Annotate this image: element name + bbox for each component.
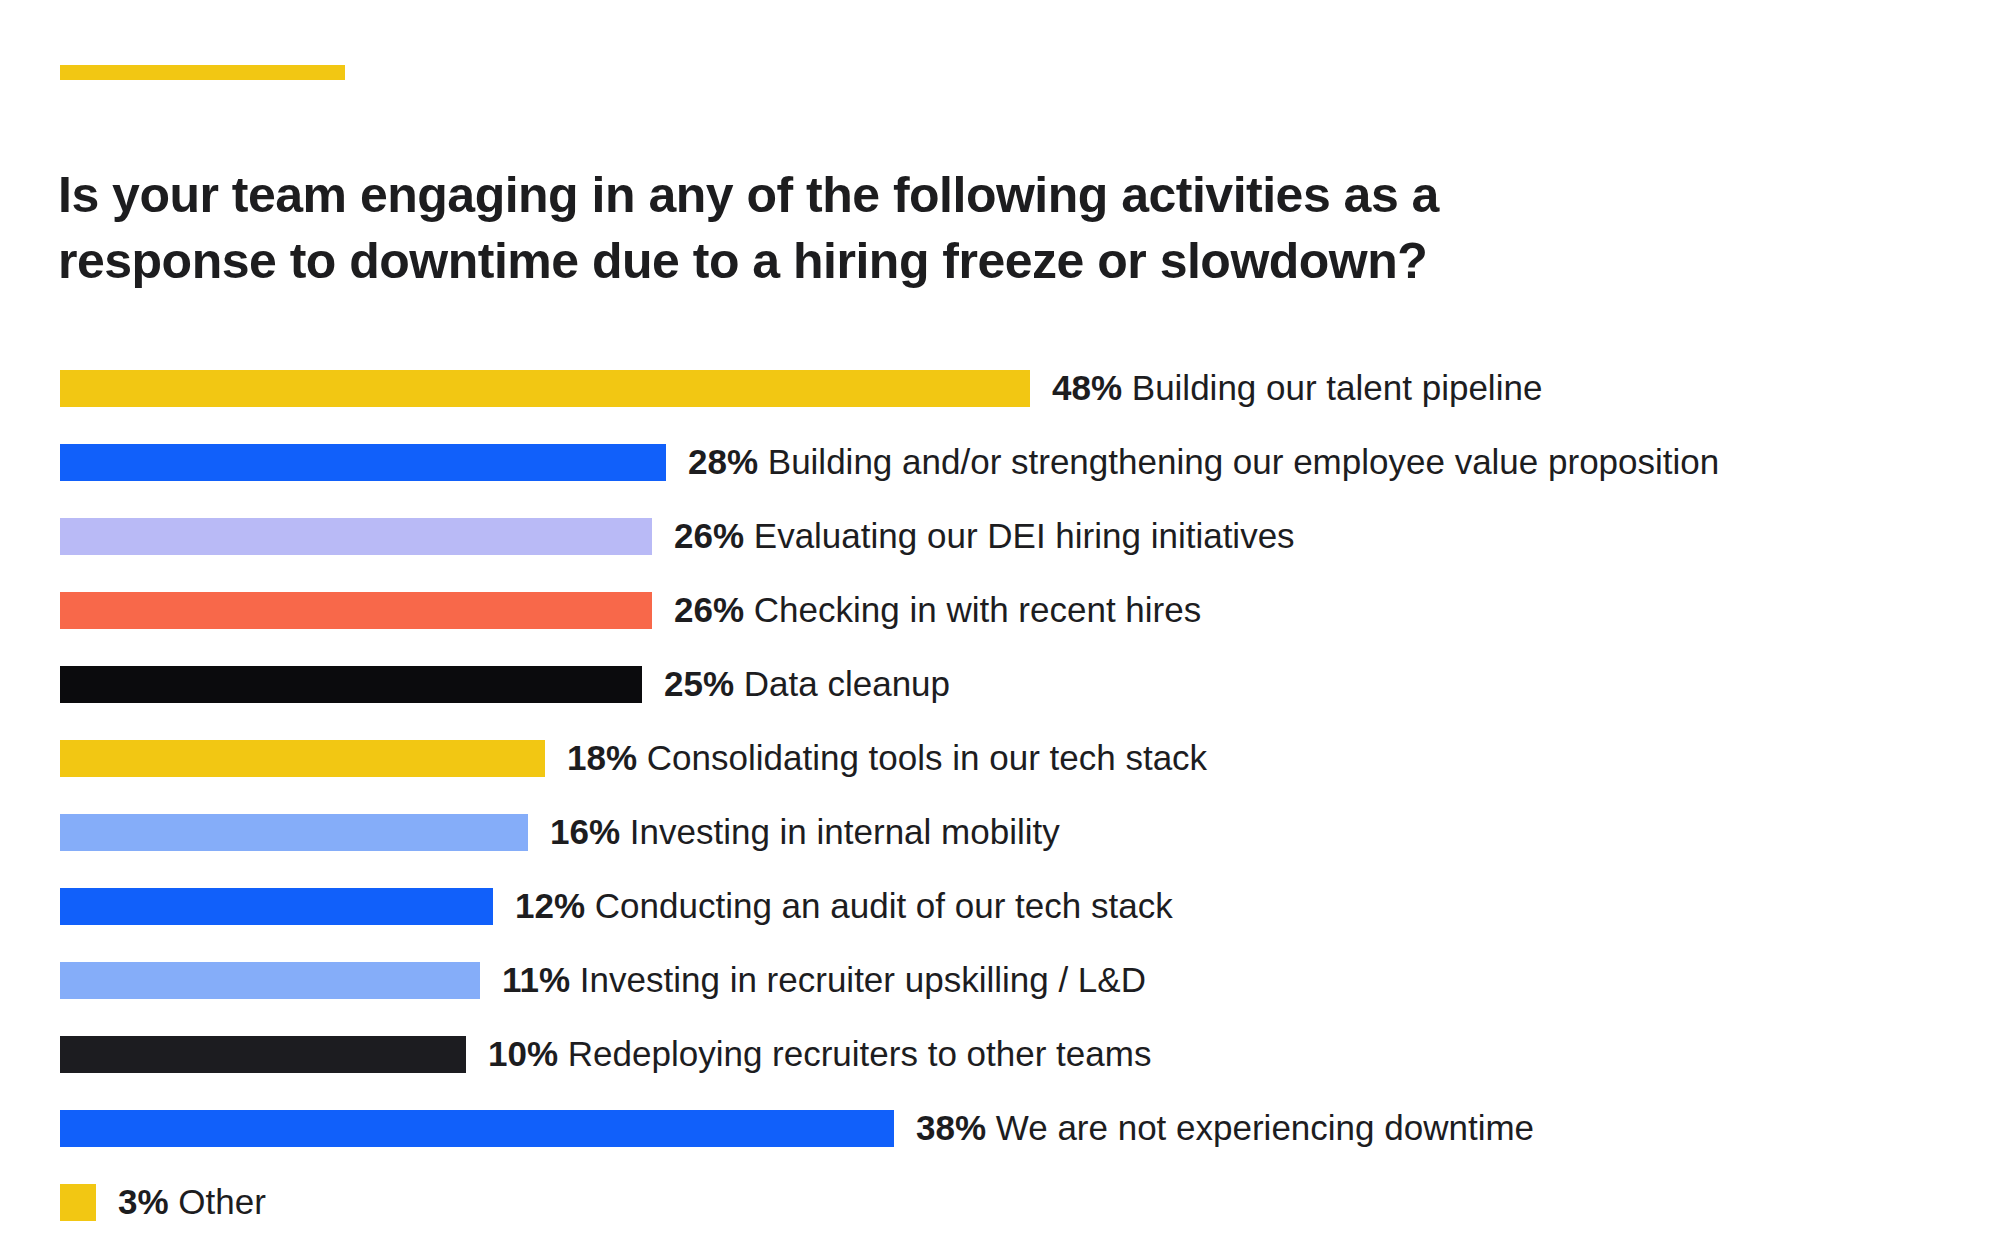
bar-label: 16% Investing in internal mobility xyxy=(550,814,1060,849)
bar-row: 12% Conducting an audit of our tech stac… xyxy=(60,888,1990,962)
bar-row: 10% Redeploying recruiters to other team… xyxy=(60,1036,1990,1110)
accent-bar xyxy=(60,65,345,80)
bar xyxy=(60,1036,466,1073)
bar-row: 38% We are not experiencing downtime xyxy=(60,1110,1990,1184)
bar-label: 38% We are not experiencing downtime xyxy=(916,1110,1534,1145)
bar xyxy=(60,962,480,999)
bar-row: 18% Consolidating tools in our tech stac… xyxy=(60,740,1990,814)
bar-category: Investing in recruiter upskilling / L&D xyxy=(570,960,1146,999)
bar-label: 26% Evaluating our DEI hiring initiative… xyxy=(674,518,1295,553)
bar-label: 18% Consolidating tools in our tech stac… xyxy=(567,740,1207,775)
bar-value: 28% xyxy=(688,442,758,481)
bar-label: 3% Other xyxy=(118,1184,266,1219)
bar-category: Conducting an audit of our tech stack xyxy=(585,886,1173,925)
bar xyxy=(60,370,1030,407)
bar-value: 48% xyxy=(1052,368,1122,407)
bar xyxy=(60,814,528,851)
bar-category: Building our talent pipeline xyxy=(1122,368,1542,407)
bar-row: 26% Evaluating our DEI hiring initiative… xyxy=(60,518,1990,592)
bar-value: 3% xyxy=(118,1182,169,1221)
bar-label: 11% Investing in recruiter upskilling / … xyxy=(502,962,1146,997)
bar-label: 25% Data cleanup xyxy=(664,666,950,701)
bar xyxy=(60,740,545,777)
bar xyxy=(60,888,493,925)
bar-row: 3% Other xyxy=(60,1184,1990,1246)
bar xyxy=(60,1184,96,1221)
bar-label: 26% Checking in with recent hires xyxy=(674,592,1201,627)
bar-value: 26% xyxy=(674,590,744,629)
bar-value: 18% xyxy=(567,738,637,777)
bar-value: 16% xyxy=(550,812,620,851)
bar-category: Other xyxy=(169,1182,266,1221)
bar-row: 48% Building our talent pipeline xyxy=(60,370,1990,444)
bar-label: 12% Conducting an audit of our tech stac… xyxy=(515,888,1173,923)
bar xyxy=(60,592,652,629)
bar-category: We are not experiencing downtime xyxy=(986,1108,1534,1147)
bar-row: 28% Building and/or strengthening our em… xyxy=(60,444,1990,518)
bar-category: Investing in internal mobility xyxy=(620,812,1060,851)
bar-category: Evaluating our DEI hiring initiatives xyxy=(744,516,1295,555)
bar-value: 10% xyxy=(488,1034,558,1073)
bar-row: 16% Investing in internal mobility xyxy=(60,814,1990,888)
bar-chart: 48% Building our talent pipeline 28% Buil… xyxy=(60,370,1990,1246)
bar-category: Building and/or strengthening our employ… xyxy=(758,442,1719,481)
bar-row: 25% Data cleanup xyxy=(60,666,1990,740)
bar-category: Checking in with recent hires xyxy=(744,590,1201,629)
infographic-canvas: Is your team engaging in any of the foll… xyxy=(0,0,1990,1246)
bar-value: 11% xyxy=(502,960,570,999)
bar-category: Consolidating tools in our tech stack xyxy=(637,738,1207,777)
bar-value: 26% xyxy=(674,516,744,555)
bar-value: 38% xyxy=(916,1108,986,1147)
bar-label: 28% Building and/or strengthening our em… xyxy=(688,444,1719,479)
bar-label: 10% Redeploying recruiters to other team… xyxy=(488,1036,1151,1071)
bar-row: 11% Investing in recruiter upskilling / … xyxy=(60,962,1990,1036)
bar xyxy=(60,444,666,481)
bar xyxy=(60,518,652,555)
bar-label: 48% Building our talent pipeline xyxy=(1052,370,1542,405)
bar xyxy=(60,1110,894,1147)
bar-category: Redeploying recruiters to other teams xyxy=(558,1034,1151,1073)
bar-value: 25% xyxy=(664,664,734,703)
bar xyxy=(60,666,642,703)
chart-title: Is your team engaging in any of the foll… xyxy=(58,162,1838,294)
chart-title-line2: response to downtime due to a hiring fre… xyxy=(58,233,1427,289)
bar-category: Data cleanup xyxy=(734,664,950,703)
chart-title-line1: Is your team engaging in any of the foll… xyxy=(58,167,1439,223)
bar-row: 26% Checking in with recent hires xyxy=(60,592,1990,666)
bar-value: 12% xyxy=(515,886,585,925)
